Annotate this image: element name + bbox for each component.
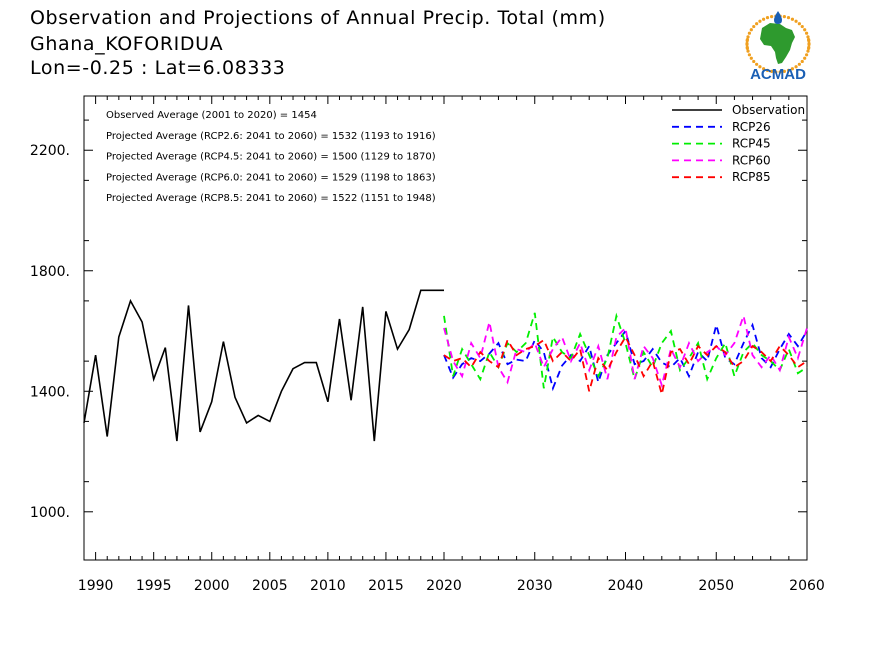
sun-ray [749, 28, 753, 32]
sun-ray [803, 28, 807, 32]
legend-label: RCP45 [732, 137, 771, 151]
x-tick-label: 2005 [252, 578, 288, 594]
sun-ray [745, 45, 749, 49]
sun-ray [786, 68, 791, 72]
x-tick-label: 2020 [426, 578, 462, 594]
acmad-logo: ACMAD [745, 11, 811, 83]
sun-ray [805, 31, 809, 35]
sun-ray [800, 59, 804, 64]
series-line-rcp85 [443, 335, 808, 395]
sun-ray [800, 24, 804, 29]
sun-ray [797, 62, 801, 66]
sun-ray [806, 49, 810, 53]
annotation-line: Projected Average (RCP4.5: 2041 to 2060)… [106, 152, 436, 163]
x-tick-label: 2040 [608, 578, 644, 594]
sun-ray [746, 35, 750, 39]
station-coordinates: Lon=-0.25 : Lat=6.08333 [30, 57, 286, 79]
sun-ray [786, 16, 791, 20]
x-tick-label: 2015 [368, 578, 404, 594]
sun-ray [749, 56, 753, 60]
annotation-line: Projected Average (RCP8.5: 2041 to 2060)… [106, 193, 436, 204]
y-tick-label: 1400. [30, 384, 70, 400]
station-name: Ghana_KOFORIDUA [30, 33, 224, 55]
y-tick-label: 2200. [30, 143, 70, 159]
sun-ray [755, 22, 759, 26]
y-axis-tick-labels: 1000. 1400. 1800. 2200. [30, 143, 70, 521]
annotation-line: Observed Average (2001 to 2020) = 1454 [106, 110, 317, 121]
series-line-observation [83, 289, 444, 442]
sun-ray [761, 17, 766, 21]
sun-ray [745, 38, 749, 42]
sun-ray [807, 39, 811, 43]
sun-ray [758, 65, 762, 69]
series-line-rcp26 [443, 321, 808, 392]
y-tick-label: 1000. [30, 505, 70, 521]
x-tick-label: 2010 [310, 578, 346, 594]
sun-ray [755, 62, 759, 66]
sun-ray [807, 42, 811, 47]
sun-ray [745, 41, 749, 46]
x-tick-label: 1995 [136, 578, 172, 594]
legend-label: Observation [732, 103, 805, 117]
sun-ray [752, 59, 756, 64]
x-axis-tick-labels: 1990 1995 2000 2005 2010 2015 2020 2030 2040 2050… [78, 578, 825, 594]
sun-ray [806, 35, 810, 39]
logo-text: ACMAD [750, 66, 806, 83]
y-tick-label: 1800. [30, 264, 70, 280]
sun-ray [746, 49, 750, 53]
annotation-block: Observed Average (2001 to 2020) = 1454 Pr… [106, 110, 436, 204]
sun-ray [794, 65, 798, 69]
axis-ticks [84, 96, 808, 560]
sun-ray [747, 31, 751, 35]
sun-ray [758, 19, 762, 23]
series-line-rcp45 [443, 312, 808, 389]
annotation-line: Projected Average (RCP6.0: 2041 to 2060)… [106, 172, 436, 183]
sun-ray [790, 17, 795, 21]
africa-map-icon [760, 23, 795, 64]
legend-label: RCP85 [732, 170, 771, 184]
series-line-rcp60 [443, 312, 808, 389]
sun-ray [752, 24, 756, 29]
x-tick-label: 2000 [194, 578, 230, 594]
sun-ray [797, 22, 801, 26]
series-lines [83, 289, 808, 442]
legend: Observation RCP26 RCP45 RCP60 RCP85 [672, 103, 805, 184]
sun-ray [790, 67, 795, 71]
x-tick-label: 2030 [517, 578, 553, 594]
annotation-line: Projected Average (RCP2.6: 2041 to 2060)… [106, 131, 436, 142]
x-tick-label: 2060 [789, 578, 825, 594]
water-drop-icon [774, 11, 782, 24]
sun-ray [803, 56, 807, 60]
sun-ray [805, 53, 809, 57]
legend-label: RCP26 [732, 120, 771, 134]
sun-ray [765, 16, 770, 20]
sun-ray [761, 67, 766, 71]
chart-title: Observation and Projections of Annual Pr… [30, 7, 606, 29]
x-tick-label: 2050 [698, 578, 734, 594]
sun-ray [774, 70, 778, 74]
sun-ray [770, 14, 774, 19]
sun-rays-icon [745, 14, 811, 74]
sun-ray [747, 53, 751, 57]
sun-ray [782, 14, 786, 19]
x-tick-label: 1990 [78, 578, 114, 594]
legend-label: RCP60 [732, 153, 771, 167]
sun-ray [807, 46, 811, 50]
sun-ray [765, 68, 770, 72]
sun-ray [794, 19, 798, 23]
sun-ray [778, 70, 782, 74]
plot-frame [83, 95, 808, 561]
sun-ray [770, 69, 774, 74]
sun-ray [782, 69, 786, 74]
